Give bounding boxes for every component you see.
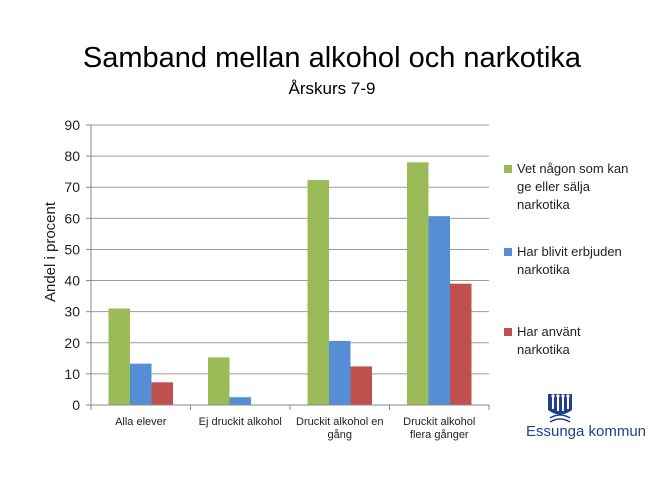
bar: [208, 357, 230, 405]
y-tick-label: 70: [64, 179, 80, 195]
legend-label: Har blivit erbjuden narkotika: [517, 244, 622, 277]
y-tick-label: 20: [64, 335, 80, 351]
legend: Vet någon som kan ge eller sälja narkotika…: [504, 161, 628, 357]
y-tick-label: 40: [64, 273, 80, 289]
x-tick-label: Alla elever: [115, 416, 167, 428]
axes: 0 10 20 30 40 50 60 70 80 90 Alla elever Ej druckit…: [64, 117, 490, 441]
x-tick-label: Druckit alkohol en gång: [296, 416, 383, 441]
y-tick-label: 50: [64, 241, 80, 257]
bar: [229, 397, 251, 405]
bar: [108, 308, 130, 405]
x-tick-label: Druckit alkohol flera gånger: [403, 416, 475, 441]
legend-label: Har använt narkotika: [517, 324, 581, 357]
gridlines: [91, 124, 489, 375]
y-tick-label: 0: [72, 397, 80, 413]
y-tick-label: 30: [64, 304, 80, 320]
legend-swatch: [504, 328, 512, 336]
y-tick-label: 10: [64, 366, 80, 382]
bar: [428, 216, 450, 405]
y-axis-label: Andel i procent: [42, 201, 59, 302]
legend-swatch: [504, 165, 512, 173]
bar: [307, 180, 329, 405]
bar: [350, 366, 372, 405]
bar: [329, 340, 351, 405]
bar: [151, 382, 173, 405]
legend-label: Vet någon som kan ge eller sälja narkotika: [517, 161, 628, 212]
logo-text: Essunga kommun: [526, 423, 646, 440]
x-tick-label: Ej druckit alkohol: [199, 416, 282, 428]
bars: [108, 162, 472, 405]
chart-title: Samband mellan alkohol och narkotika: [83, 42, 582, 74]
bar: [450, 283, 472, 405]
essunga-crest-icon: [548, 394, 572, 423]
y-tick-label: 60: [64, 210, 80, 226]
legend-swatch: [504, 248, 512, 256]
bar: [407, 162, 429, 405]
chart-subtitle: Årskurs 7-9: [289, 79, 376, 98]
y-tick-label: 90: [64, 117, 80, 133]
y-tick-label: 80: [64, 148, 80, 164]
bar: [130, 363, 152, 405]
essunga-logo: Essunga kommun: [526, 394, 646, 440]
